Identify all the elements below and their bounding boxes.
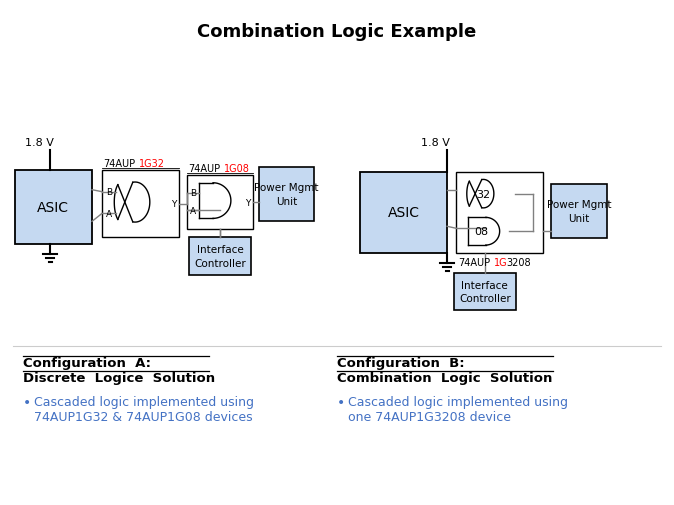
Text: Configuration  B:: Configuration B: — [337, 356, 464, 369]
Text: 74AUP: 74AUP — [188, 164, 220, 174]
Bar — [360, 173, 447, 254]
Text: Controller: Controller — [459, 294, 511, 304]
Text: Discrete  Logice  Solution: Discrete Logice Solution — [23, 371, 215, 384]
Text: 74AUP1G32 & 74AUP1G08 devices: 74AUP1G32 & 74AUP1G08 devices — [34, 411, 252, 423]
Text: 74AUP: 74AUP — [458, 258, 490, 268]
Text: Interface: Interface — [197, 244, 243, 255]
Bar — [456, 173, 543, 254]
Text: one 74AUP1G3208 device: one 74AUP1G3208 device — [348, 411, 511, 423]
Bar — [259, 168, 314, 222]
Text: Combination  Logic  Solution: Combination Logic Solution — [337, 371, 553, 384]
Text: 32: 32 — [477, 189, 491, 199]
Text: 74AUP: 74AUP — [103, 159, 135, 169]
Text: ASIC: ASIC — [388, 206, 419, 220]
Text: A: A — [190, 207, 196, 216]
Text: B: B — [190, 189, 196, 198]
Bar — [187, 176, 253, 230]
Text: Unit: Unit — [568, 214, 590, 223]
Text: A: A — [106, 210, 112, 219]
Text: Power Mgmt: Power Mgmt — [254, 183, 319, 193]
Bar — [102, 171, 179, 238]
Text: Cascaded logic implemented using: Cascaded logic implemented using — [348, 395, 568, 409]
Text: 08: 08 — [474, 227, 489, 237]
Text: 1G: 1G — [493, 258, 508, 268]
Text: 1.8 V: 1.8 V — [421, 138, 450, 148]
Text: 3208: 3208 — [507, 258, 531, 268]
Text: 1G08: 1G08 — [224, 164, 250, 174]
Text: Combination Logic Example: Combination Logic Example — [197, 23, 477, 40]
Text: •: • — [337, 395, 345, 410]
Bar — [454, 273, 516, 311]
Text: •: • — [23, 395, 31, 410]
Bar — [15, 171, 92, 244]
Text: Y: Y — [171, 199, 177, 209]
Text: Configuration  A:: Configuration A: — [23, 356, 150, 369]
Text: Y: Y — [245, 198, 250, 207]
Text: ASIC: ASIC — [37, 200, 69, 215]
Text: Unit: Unit — [276, 196, 297, 207]
Bar — [189, 238, 251, 275]
Bar — [551, 184, 607, 239]
Text: Controller: Controller — [194, 259, 246, 268]
Text: Cascaded logic implemented using: Cascaded logic implemented using — [34, 395, 253, 409]
Text: 1.8 V: 1.8 V — [24, 138, 53, 148]
Text: 1G32: 1G32 — [139, 159, 164, 169]
Text: Interface: Interface — [462, 280, 508, 290]
Text: B: B — [106, 188, 112, 197]
Text: Power Mgmt: Power Mgmt — [547, 199, 611, 210]
